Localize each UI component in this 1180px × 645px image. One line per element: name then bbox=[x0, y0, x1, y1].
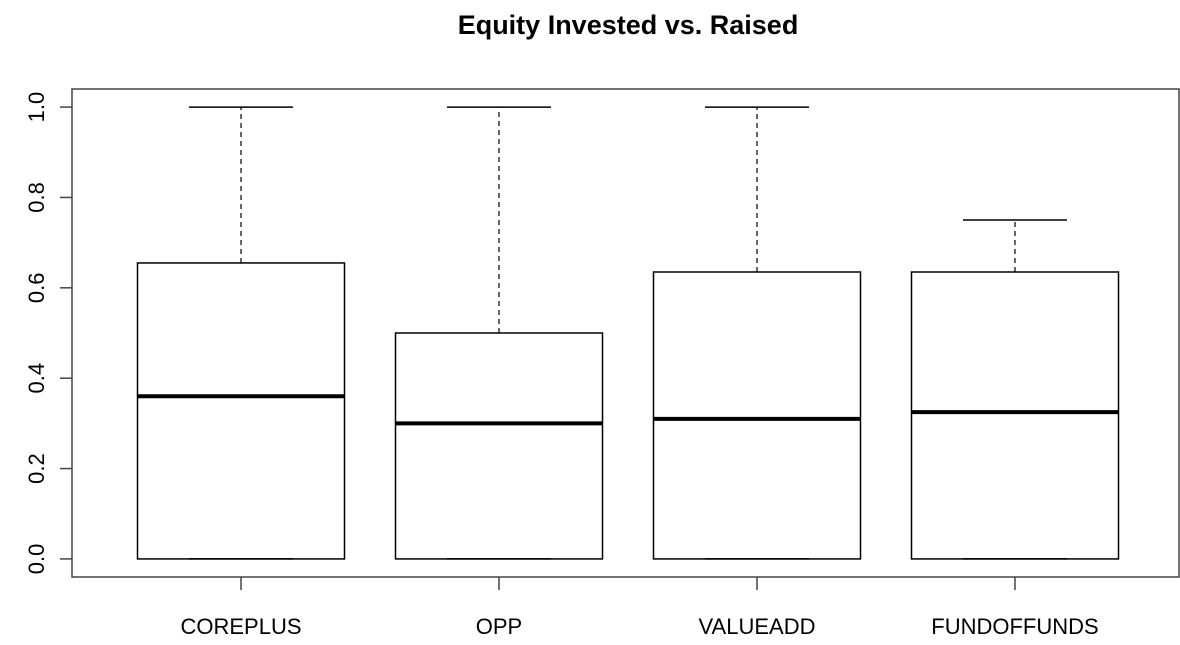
x-tick-label: VALUEADD bbox=[699, 614, 816, 639]
chart-title: Equity Invested vs. Raised bbox=[458, 10, 799, 40]
x-tick-label: FUNDOFFUNDS bbox=[931, 614, 1098, 639]
plot-frame bbox=[71, 88, 1180, 578]
y-tick-label: 0.0 bbox=[24, 544, 49, 575]
box bbox=[652, 271, 862, 560]
x-tick-label: OPP bbox=[476, 614, 522, 639]
x-tick-label: COREPLUS bbox=[180, 614, 301, 639]
y-tick-label: 1.0 bbox=[24, 92, 49, 123]
box bbox=[394, 332, 604, 560]
y-tick-label: 0.6 bbox=[24, 273, 49, 304]
box bbox=[136, 262, 346, 560]
y-tick-label: 0.8 bbox=[24, 182, 49, 213]
y-tick-label: 0.4 bbox=[24, 363, 49, 394]
box bbox=[910, 271, 1120, 560]
y-tick-label: 0.2 bbox=[24, 453, 49, 484]
